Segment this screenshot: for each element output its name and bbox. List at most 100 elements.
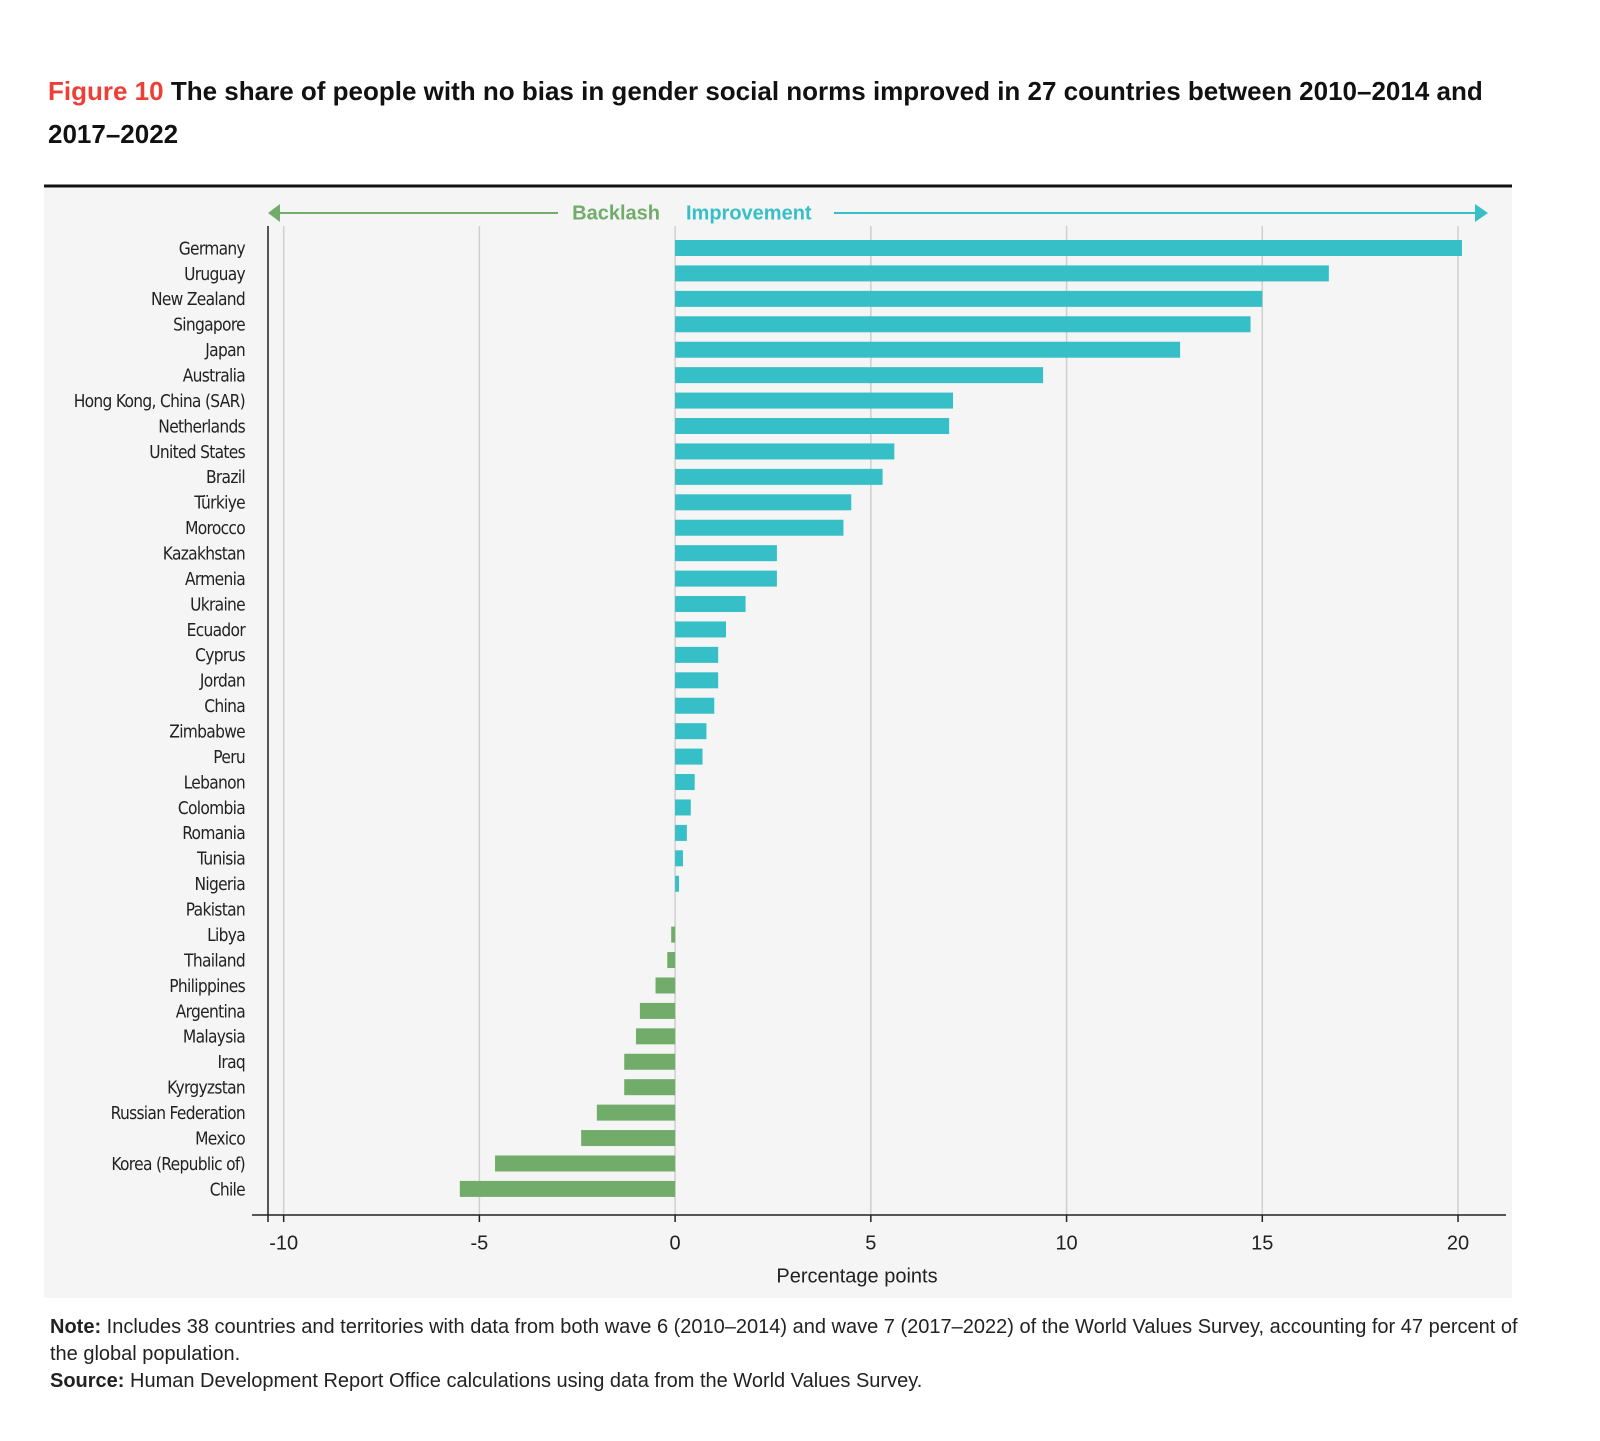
bar: [675, 672, 719, 689]
bar: [581, 1130, 676, 1147]
source-label: Source:: [50, 1370, 125, 1392]
x-axis-label: Percentage points: [776, 1265, 937, 1287]
bar: [675, 341, 1181, 358]
improvement-arrowhead: [1475, 204, 1488, 222]
x-tick-label: 15: [1251, 1232, 1273, 1254]
bar: [675, 697, 715, 714]
y-tick-label: Pakistan: [186, 898, 245, 919]
bar: [675, 875, 680, 892]
x-tick-label: 5: [865, 1232, 876, 1254]
bar: [675, 240, 1462, 256]
y-tick-label: Colombia: [178, 797, 245, 818]
y-tick-label: Argentina: [176, 1000, 245, 1021]
source-text: Human Development Report Office calculat…: [130, 1370, 923, 1392]
y-tick-label: Brazil: [206, 466, 245, 487]
backlash-arrowhead: [268, 204, 280, 222]
bar: [675, 418, 950, 435]
y-tick-label: Malaysia: [183, 1026, 245, 1047]
y-tick-label: Thailand: [183, 949, 245, 970]
y-tick-label: Uruguay: [184, 263, 246, 284]
bar: [635, 1028, 676, 1045]
y-tick-label: Netherlands: [158, 415, 245, 436]
bar: [675, 570, 777, 587]
bar: [675, 799, 691, 816]
x-tick-label: -5: [470, 1232, 488, 1254]
y-tick-label: Romania: [182, 822, 245, 843]
x-tick-label: 0: [670, 1232, 681, 1254]
bar: [675, 392, 954, 409]
bar: [675, 545, 777, 562]
x-tick-label: -10: [269, 1232, 298, 1254]
bars: [459, 240, 1462, 1197]
title: Figure 10 The share of people with no bi…: [48, 70, 1518, 156]
grid: [282, 226, 1459, 1222]
x-tick-label: 10: [1055, 1232, 1077, 1254]
y-tick-label: United States: [149, 441, 245, 462]
y-tick-label: Chile: [210, 1178, 246, 1199]
y-tick-label: Japan: [204, 339, 245, 360]
y-tick-label: Morocco: [185, 517, 245, 538]
bar: [596, 1104, 676, 1121]
y-tick-label: New Zealand: [151, 288, 245, 309]
backlash-label: Backlash: [572, 202, 660, 224]
y-tick-label: Russian Federation: [111, 1102, 245, 1123]
bar: [675, 367, 1044, 384]
chart-title: The share of people with no bias in gend…: [48, 76, 1483, 149]
y-tick-label: Hong Kong, China (SAR): [74, 390, 245, 411]
y-tick-label: Philippines: [169, 975, 245, 996]
note-label: Note:: [50, 1316, 102, 1338]
bar: [639, 1002, 676, 1019]
improvement-label: Improvement: [686, 202, 812, 224]
bar: [675, 596, 746, 613]
bar: [675, 519, 844, 536]
y-tick-label: Iraq: [218, 1051, 246, 1072]
y-tick-label: China: [204, 695, 245, 716]
note: Note: Includes 38 countries and territor…: [50, 1314, 1530, 1368]
bar: [675, 774, 695, 791]
bar: [671, 926, 676, 943]
bar: [459, 1180, 676, 1197]
bar: [495, 1155, 676, 1172]
bar: [667, 952, 676, 969]
y-tick-label: Cyprus: [195, 644, 245, 665]
y-tick-label: Kyrgyzstan: [167, 1076, 245, 1097]
y-tick-label: Peru: [213, 746, 245, 767]
y-tick-label: Germany: [179, 237, 246, 258]
bar: [675, 646, 719, 663]
y-tick-label: Zimbabwe: [169, 720, 245, 741]
bar: [624, 1053, 676, 1070]
note-text: Includes 38 countries and territories wi…: [50, 1316, 1518, 1365]
y-tick-label: Singapore: [173, 313, 245, 334]
y-tick-label: Mexico: [195, 1127, 245, 1148]
bar: [675, 265, 1329, 282]
bar: [624, 1079, 676, 1096]
y-tick-label: Australia: [183, 364, 245, 385]
bar: [655, 977, 676, 994]
bar: [675, 494, 852, 511]
bar: [675, 443, 895, 460]
bar: [675, 850, 683, 867]
bar: [675, 824, 687, 841]
y-tick-label: Türkiye: [194, 492, 246, 513]
bar: [675, 723, 707, 740]
y-tick-label: Kazakhstan: [163, 542, 245, 563]
bar: [675, 748, 703, 765]
bar: [675, 290, 1263, 307]
y-tick-label: Lebanon: [184, 771, 245, 792]
x-tick-label: 20: [1447, 1232, 1469, 1254]
bar: [675, 621, 727, 638]
figure-label: Figure 10: [48, 76, 164, 106]
y-tick-label: Libya: [207, 924, 245, 945]
bar: [675, 316, 1251, 333]
notes: Note: Includes 38 countries and territor…: [50, 1314, 1530, 1395]
bar: [675, 468, 883, 485]
y-tick-label: Ukraine: [190, 593, 245, 614]
y-tick-label: Nigeria: [194, 873, 245, 894]
y-tick-label: Tunisia: [196, 848, 245, 869]
y-tick-label: Korea (Republic of): [111, 1153, 245, 1174]
source: Source: Human Development Report Office …: [50, 1368, 1530, 1395]
y-tick-label: Ecuador: [187, 619, 246, 640]
y-tick-label: Armenia: [185, 568, 245, 589]
